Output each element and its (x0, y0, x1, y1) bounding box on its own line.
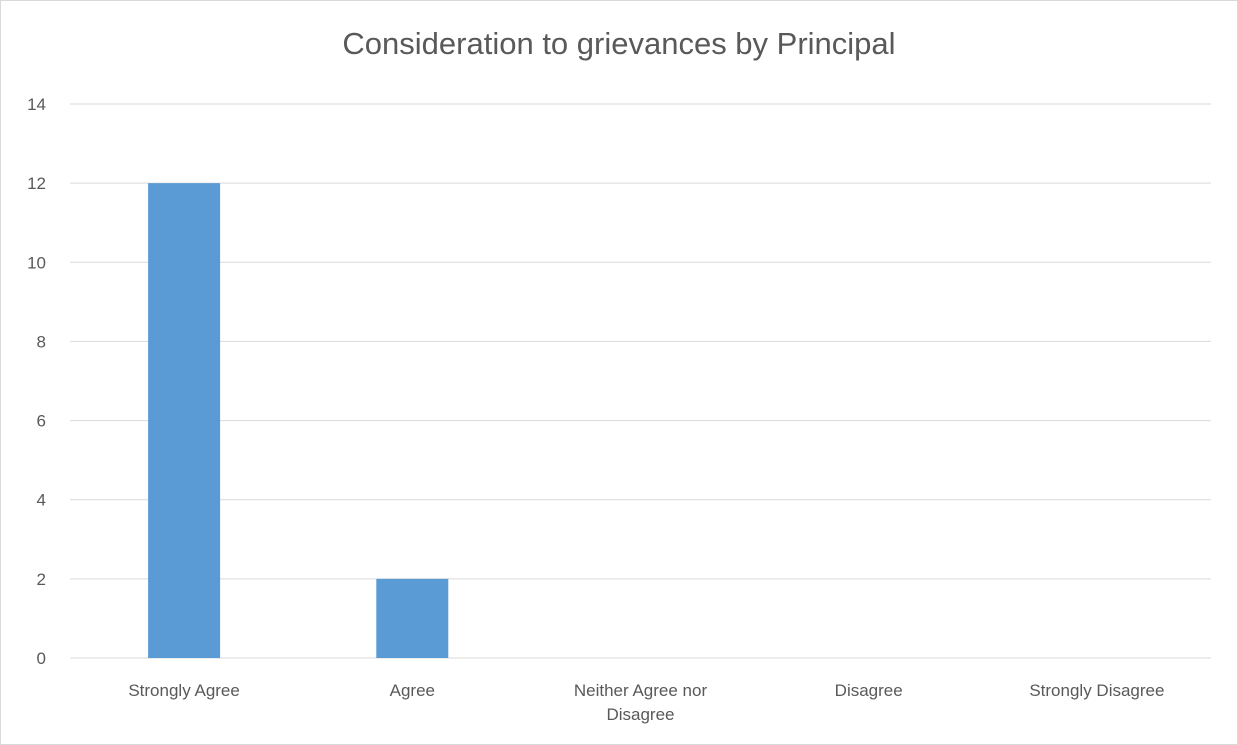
x-tick-label: Strongly Agree (128, 681, 240, 700)
x-tick-label-line: Agree (390, 681, 435, 700)
x-tick-label-line: Disagree (835, 681, 903, 700)
x-tick-label-line: Strongly Disagree (1029, 681, 1164, 700)
x-tick-label: Disagree (835, 681, 903, 700)
x-tick-label: Neither Agree nor Disagree (574, 681, 708, 724)
y-tick-label: 4 (37, 491, 46, 510)
y-tick-label: 8 (37, 332, 46, 351)
y-tick-label: 12 (27, 174, 46, 193)
x-tick-label: Strongly Disagree (1029, 681, 1164, 700)
y-tick-label: 6 (37, 412, 46, 431)
chart-title: Consideration to grievances by Principal (342, 26, 896, 61)
y-tick-label: 10 (27, 253, 46, 272)
y-axis-ticks: 0 2 4 6 8 10 12 14 (27, 95, 46, 668)
bars (148, 183, 449, 658)
x-tick-label-line: Strongly Agree (128, 681, 240, 700)
x-axis-ticks: Strongly Agree Agree Neither Agree nor Disa… (128, 681, 1164, 724)
bar (148, 183, 221, 658)
y-tick-label: 14 (27, 95, 46, 114)
bar (376, 578, 449, 658)
x-tick-label: Agree (390, 681, 435, 700)
x-tick-label-line: Disagree (606, 705, 674, 724)
y-tick-label: 0 (37, 649, 46, 668)
y-tick-label: 2 (37, 570, 46, 589)
gridlines (70, 103, 1211, 659)
x-tick-label-line: Neither Agree nor (574, 681, 708, 700)
